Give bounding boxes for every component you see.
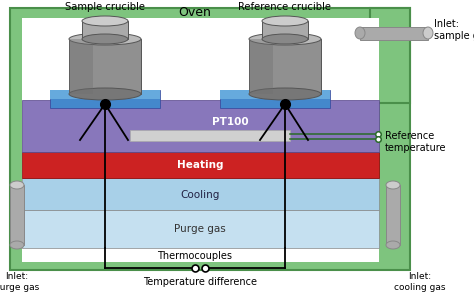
Bar	[22, 152, 379, 178]
Bar	[220, 90, 330, 99]
Bar	[50, 90, 160, 108]
Ellipse shape	[82, 34, 128, 44]
Ellipse shape	[386, 241, 400, 249]
Ellipse shape	[69, 88, 141, 100]
Text: Sample crucible: Sample crucible	[65, 2, 145, 12]
Ellipse shape	[10, 181, 24, 189]
Bar	[50, 90, 160, 99]
Bar	[370, 8, 410, 103]
Bar	[262, 21, 308, 39]
Ellipse shape	[386, 181, 400, 189]
Ellipse shape	[249, 33, 321, 45]
Bar	[360, 27, 428, 40]
Bar	[22, 178, 379, 210]
Ellipse shape	[355, 27, 365, 39]
Ellipse shape	[262, 16, 308, 26]
Bar	[22, 18, 379, 262]
Text: Reference
temperature: Reference temperature	[385, 131, 447, 153]
Ellipse shape	[10, 241, 24, 249]
Ellipse shape	[69, 33, 141, 45]
Bar	[249, 39, 273, 94]
Ellipse shape	[423, 27, 433, 39]
Bar	[69, 39, 93, 94]
Bar	[10, 8, 410, 270]
Bar	[249, 39, 321, 94]
Text: Oven: Oven	[179, 5, 211, 18]
Bar	[22, 100, 379, 152]
Bar	[220, 90, 330, 108]
Text: Inlet:
cooling gas: Inlet: cooling gas	[394, 272, 446, 292]
Text: Cooling: Cooling	[180, 190, 219, 200]
Bar	[130, 130, 290, 141]
Bar	[69, 39, 141, 94]
Bar	[386, 185, 400, 245]
Bar	[22, 210, 379, 248]
Text: Heating: Heating	[177, 160, 223, 170]
Text: Inlet:
purge gas: Inlet: purge gas	[0, 272, 40, 292]
Ellipse shape	[249, 88, 321, 100]
Bar	[10, 185, 24, 245]
Text: Inlet:
sample gas: Inlet: sample gas	[434, 19, 474, 41]
Bar	[82, 21, 128, 39]
Ellipse shape	[262, 34, 308, 44]
Text: Reference crucible: Reference crucible	[238, 2, 331, 12]
Text: Thermocouples: Thermocouples	[157, 251, 233, 261]
Text: PT100: PT100	[212, 117, 248, 127]
Text: Purge gas: Purge gas	[174, 224, 226, 234]
Text: Temperature difference: Temperature difference	[143, 277, 257, 287]
Ellipse shape	[82, 16, 128, 26]
